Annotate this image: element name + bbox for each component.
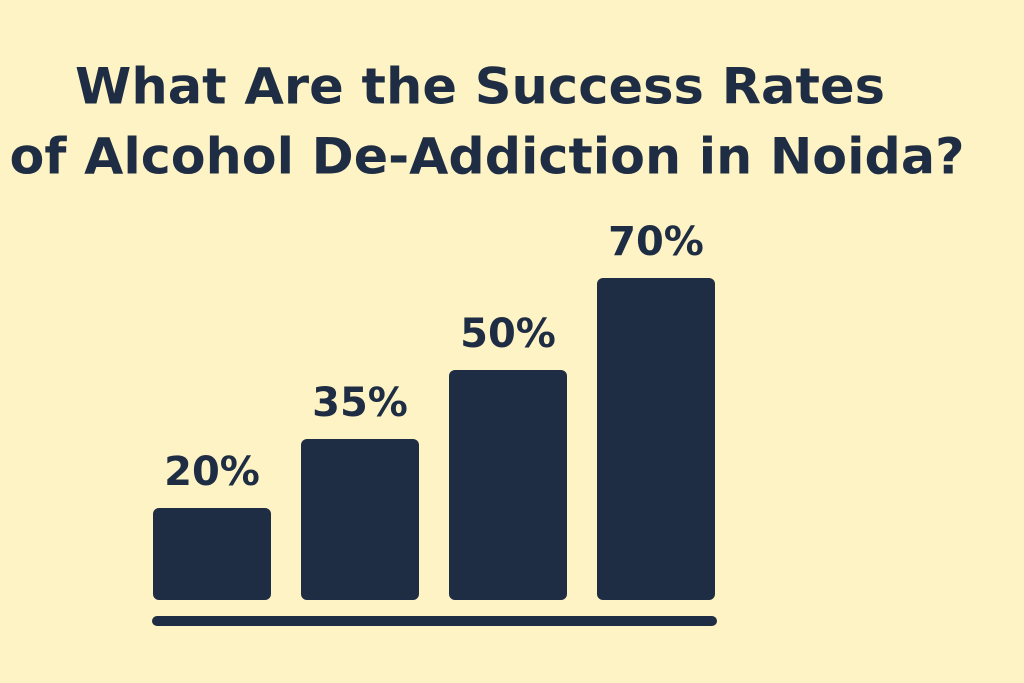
value-label: 70%	[608, 219, 704, 265]
chart-title: of Alcohol De-Addiction in Noida?	[10, 128, 965, 186]
value-label: 35%	[312, 380, 408, 426]
bar	[301, 439, 419, 600]
value-label: 50%	[460, 311, 556, 357]
chart-title: What Are the Success Rates	[75, 58, 885, 116]
bar	[597, 278, 715, 600]
bar	[153, 508, 271, 600]
bar	[449, 370, 567, 600]
value-label: 20%	[164, 449, 260, 495]
